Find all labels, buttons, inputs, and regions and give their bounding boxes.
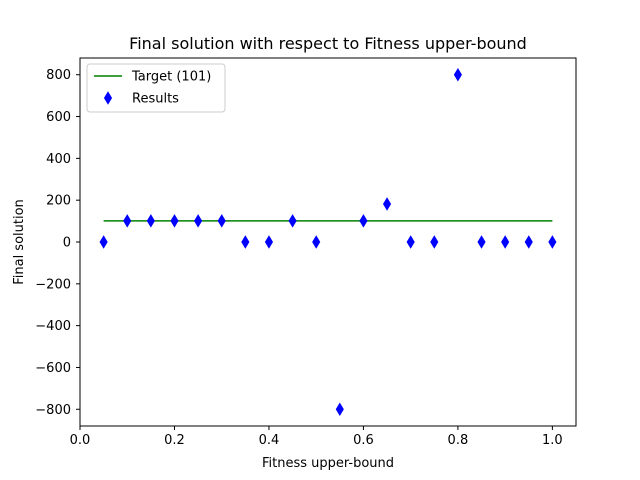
y-tick-label: 400 (46, 152, 71, 167)
y-tick-label: −400 (35, 319, 71, 334)
x-tick-label: 0.4 (259, 433, 280, 448)
plot-area (80, 58, 576, 426)
result-point (194, 214, 203, 228)
x-axis-label: Fitness upper-bound (262, 456, 394, 471)
y-tick-label: 600 (46, 110, 71, 125)
legend-label: Target (101) (131, 70, 211, 85)
axis-ticks: 0.0 0.2 0.4 0.6 0.8 1.0 −800 −600 −400 −200 0 200 40… (35, 68, 562, 448)
y-tick-label: 200 (46, 194, 71, 209)
plot-frame (79, 57, 577, 427)
result-point (501, 235, 510, 249)
y-tick-label: −200 (35, 277, 71, 292)
result-point (453, 67, 462, 82)
y-tick-label: 800 (46, 68, 71, 83)
chart-title: Final solution with respect to Fitness u… (129, 34, 527, 53)
result-point (524, 235, 533, 249)
legend: Target (101) Results (86, 63, 226, 113)
legend-marker-swatch (103, 91, 113, 105)
result-point (312, 235, 321, 249)
result-point (288, 214, 297, 228)
series-layer (99, 67, 557, 417)
x-tick-label: 1.0 (542, 433, 563, 448)
result-point (406, 235, 415, 249)
legend-label: Results (132, 92, 179, 107)
result-point (123, 214, 132, 228)
result-point (548, 235, 557, 249)
x-tick-label: 0.8 (448, 433, 469, 448)
x-tick-label: 0.2 (164, 433, 185, 448)
result-point (430, 235, 439, 249)
y-tick-label: −800 (35, 403, 71, 418)
result-point (359, 214, 368, 228)
result-point (146, 214, 155, 228)
result-point (217, 214, 226, 228)
result-point (264, 235, 274, 249)
result-point (335, 402, 344, 417)
result-point (382, 197, 392, 211)
x-tick-label: 0.6 (353, 433, 374, 448)
result-point (170, 214, 179, 228)
result-point (477, 235, 486, 249)
y-axis-label: Final solution (12, 199, 27, 285)
y-tick-label: 0 (63, 236, 71, 251)
y-tick-label: −600 (35, 361, 71, 376)
result-point (241, 235, 250, 249)
x-tick-label: 0.0 (70, 433, 91, 448)
result-point (99, 235, 108, 249)
